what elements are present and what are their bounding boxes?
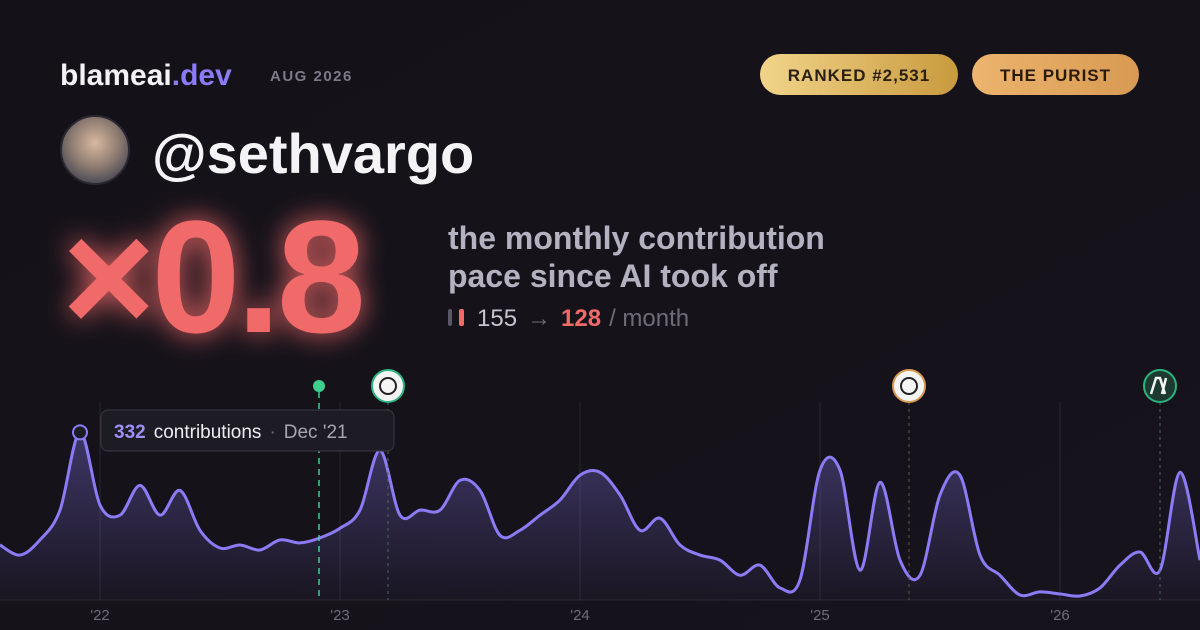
tooltip-text: 332 contributions · Dec '21: [114, 422, 348, 443]
avatar: [60, 115, 130, 185]
date: AUG 2026: [270, 68, 353, 85]
badge: [760, 54, 958, 95]
event-icon: [1143, 369, 1177, 403]
badge: [972, 54, 1139, 95]
pace-stats: 155 → 128 / month: [477, 305, 689, 332]
badge-label: RANKED #2,531: [788, 66, 930, 85]
pace-bar: [459, 309, 464, 326]
x-tick-label: '24: [570, 607, 590, 624]
chart: '22 '23 '24 '25 '26: [0, 402, 1200, 624]
multiplier: ×0.8: [62, 187, 362, 366]
brand-suffix: .dev: [172, 59, 232, 92]
brand-name: blameai: [60, 59, 172, 92]
line: [0, 430, 1200, 598]
peak-marker: [72, 424, 88, 441]
x-tick-label: '23: [330, 607, 350, 624]
event-icon-glyph: [379, 377, 397, 395]
after-value: 128: [561, 305, 601, 332]
pace-bar: [448, 309, 452, 326]
description: the monthly contribution: [448, 220, 825, 256]
x-tick-label: '25: [810, 607, 830, 624]
description: pace since AI took off: [448, 258, 778, 294]
handle: @sethvargo: [152, 122, 474, 185]
event-icon-glyph: [1149, 376, 1168, 395]
tooltip-box: [100, 409, 395, 452]
tooltip-date: Dec '21: [284, 422, 348, 443]
brand: blameai.dev: [60, 59, 232, 92]
event-dot: [313, 380, 325, 392]
unit: / month: [609, 305, 689, 332]
tooltip-value: 332: [114, 422, 146, 443]
badge-label: THE PURIST: [1000, 66, 1111, 85]
arrow: →: [527, 305, 551, 332]
before-value: 155: [477, 305, 517, 332]
event-icon: [371, 369, 405, 403]
x-tick-label: '22: [90, 607, 110, 624]
tooltip-separator: ·: [269, 422, 275, 443]
tooltip-label: contributions: [154, 422, 262, 443]
x-tick-label: '26: [1050, 607, 1070, 624]
event-icon: [892, 369, 926, 403]
area: [0, 432, 1200, 600]
tooltip: 332 contributions · Dec '21: [100, 409, 395, 452]
event-icon-glyph: [900, 377, 918, 395]
events: [313, 369, 1177, 600]
